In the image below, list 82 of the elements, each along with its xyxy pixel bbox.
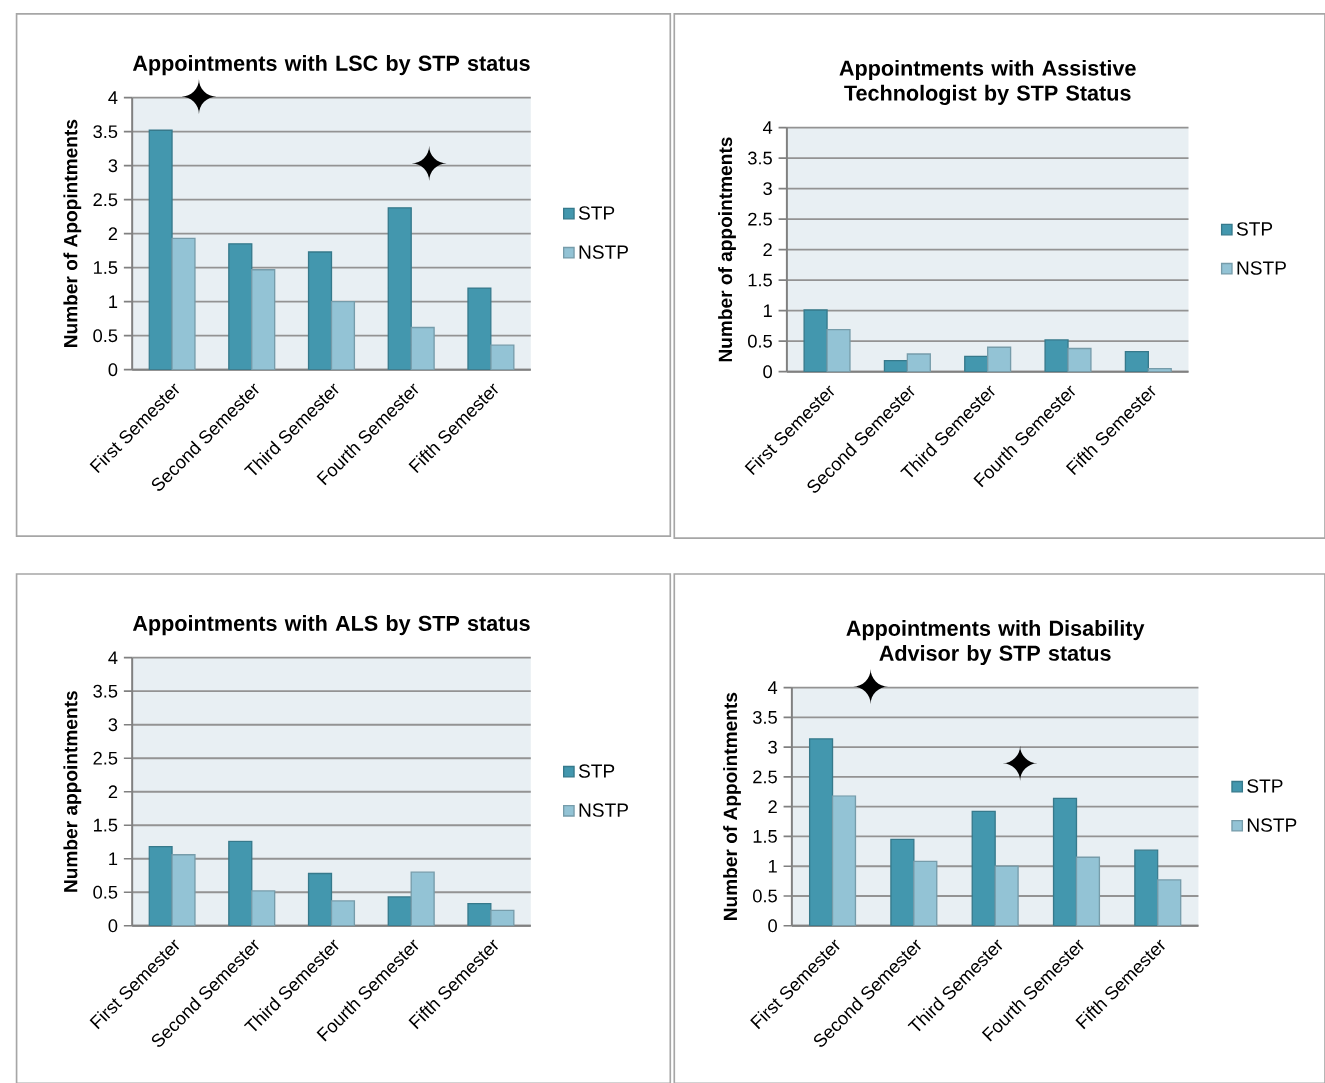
annotation: ✦ — [853, 668, 889, 705]
bar — [808, 738, 834, 926]
y-tick-label: 3 — [108, 718, 118, 732]
bar — [1157, 879, 1182, 926]
y-tick-label: 1.5 — [93, 818, 118, 832]
y-axis-title: Number appointments — [63, 691, 82, 892]
y-tick-label: 1.5 — [93, 261, 118, 274]
y-tick-label: 2 — [768, 800, 777, 813]
legend-label: NSTP — [1237, 261, 1286, 275]
y-tick-label: 4 — [108, 651, 118, 664]
bar — [228, 840, 253, 926]
bar — [387, 207, 412, 370]
y-tick-label: 1 — [768, 859, 777, 873]
bar — [307, 251, 333, 370]
y-tick-label: 0.5 — [93, 885, 118, 899]
y-tick-label: 2 — [108, 227, 118, 240]
y-tick-label: 3.5 — [93, 684, 118, 698]
y-axis-title: Number of Appointments — [723, 692, 741, 920]
y-tick-label: 0.5 — [753, 889, 777, 903]
bar — [467, 902, 492, 926]
y-tick-label: 3 — [108, 159, 118, 173]
bar — [1134, 849, 1159, 926]
y-tick-label: 4 — [767, 681, 778, 694]
bar — [1124, 350, 1149, 372]
y-tick-label: 1.5 — [753, 829, 777, 843]
y-axis-title: Number of appointments — [718, 137, 736, 362]
legend-label: NSTP — [1247, 818, 1297, 832]
y-tick-label: 0 — [108, 919, 118, 933]
y-tick-label: 2 — [108, 785, 118, 799]
bar — [171, 237, 196, 370]
bar — [831, 795, 857, 926]
chart-title: Appointments with LSC by STP status — [132, 54, 530, 76]
y-tick-label: 0.5 — [748, 334, 772, 348]
y-axis-title: Number of Apopintments — [63, 119, 82, 347]
bar — [148, 845, 173, 926]
legend-label: NSTP — [579, 803, 628, 817]
y-tick-label: 2.5 — [93, 193, 118, 207]
bar — [387, 896, 412, 926]
y-tick-label: 3.5 — [753, 710, 777, 724]
bar — [467, 287, 492, 370]
y-tick-label: 0 — [768, 919, 777, 933]
bar — [913, 860, 938, 926]
chart-title: Appointments with ALS by STP status — [132, 614, 530, 636]
y-tick-label: 1 — [763, 304, 772, 317]
y-tick-label: 1.5 — [748, 273, 772, 287]
legend-label: STP — [578, 764, 615, 778]
bar — [987, 346, 1012, 372]
y-tick-label: 2.5 — [748, 212, 772, 226]
bar — [890, 838, 915, 926]
legend-label: NSTP — [579, 245, 628, 259]
annotation: ✦ — [181, 78, 217, 115]
y-tick-label: 1 — [109, 852, 118, 865]
y-tick-label: 3 — [763, 182, 772, 195]
bar — [171, 853, 196, 926]
y-tick-label: 2 — [763, 243, 772, 256]
legend-label: STP — [1247, 779, 1283, 793]
bar — [307, 872, 333, 926]
y-tick-label: 2.5 — [93, 751, 118, 765]
legend-label: STP — [1236, 222, 1273, 236]
annotation: ✦ — [411, 145, 447, 181]
y-tick-label: 4 — [108, 91, 118, 104]
y-tick-label: 1 — [109, 295, 118, 308]
y-tick-label: 0 — [108, 363, 118, 377]
y-tick-label: 2.5 — [753, 770, 777, 784]
annotation: ✦ — [1002, 745, 1038, 781]
bar — [1075, 856, 1101, 926]
y-tick-label: 3 — [768, 740, 777, 754]
bar — [148, 129, 173, 370]
bar — [228, 243, 253, 370]
chart-title: Appointments with Assistive Technologist by STP Status — [839, 59, 1136, 105]
y-tick-label: 3.5 — [93, 125, 118, 139]
bar — [330, 300, 356, 370]
bar — [971, 810, 996, 926]
bar — [1052, 797, 1078, 926]
bar — [251, 890, 276, 926]
bar — [251, 268, 276, 370]
y-tick-label: 0 — [763, 365, 772, 379]
chart-title: Appointments with Disability Advisor by STP status — [846, 619, 1145, 666]
legend-label: STP — [578, 206, 615, 220]
y-tick-label: 4 — [762, 121, 773, 134]
y-tick-label: 3.5 — [748, 151, 772, 165]
y-tick-label: 0.5 — [93, 329, 118, 343]
